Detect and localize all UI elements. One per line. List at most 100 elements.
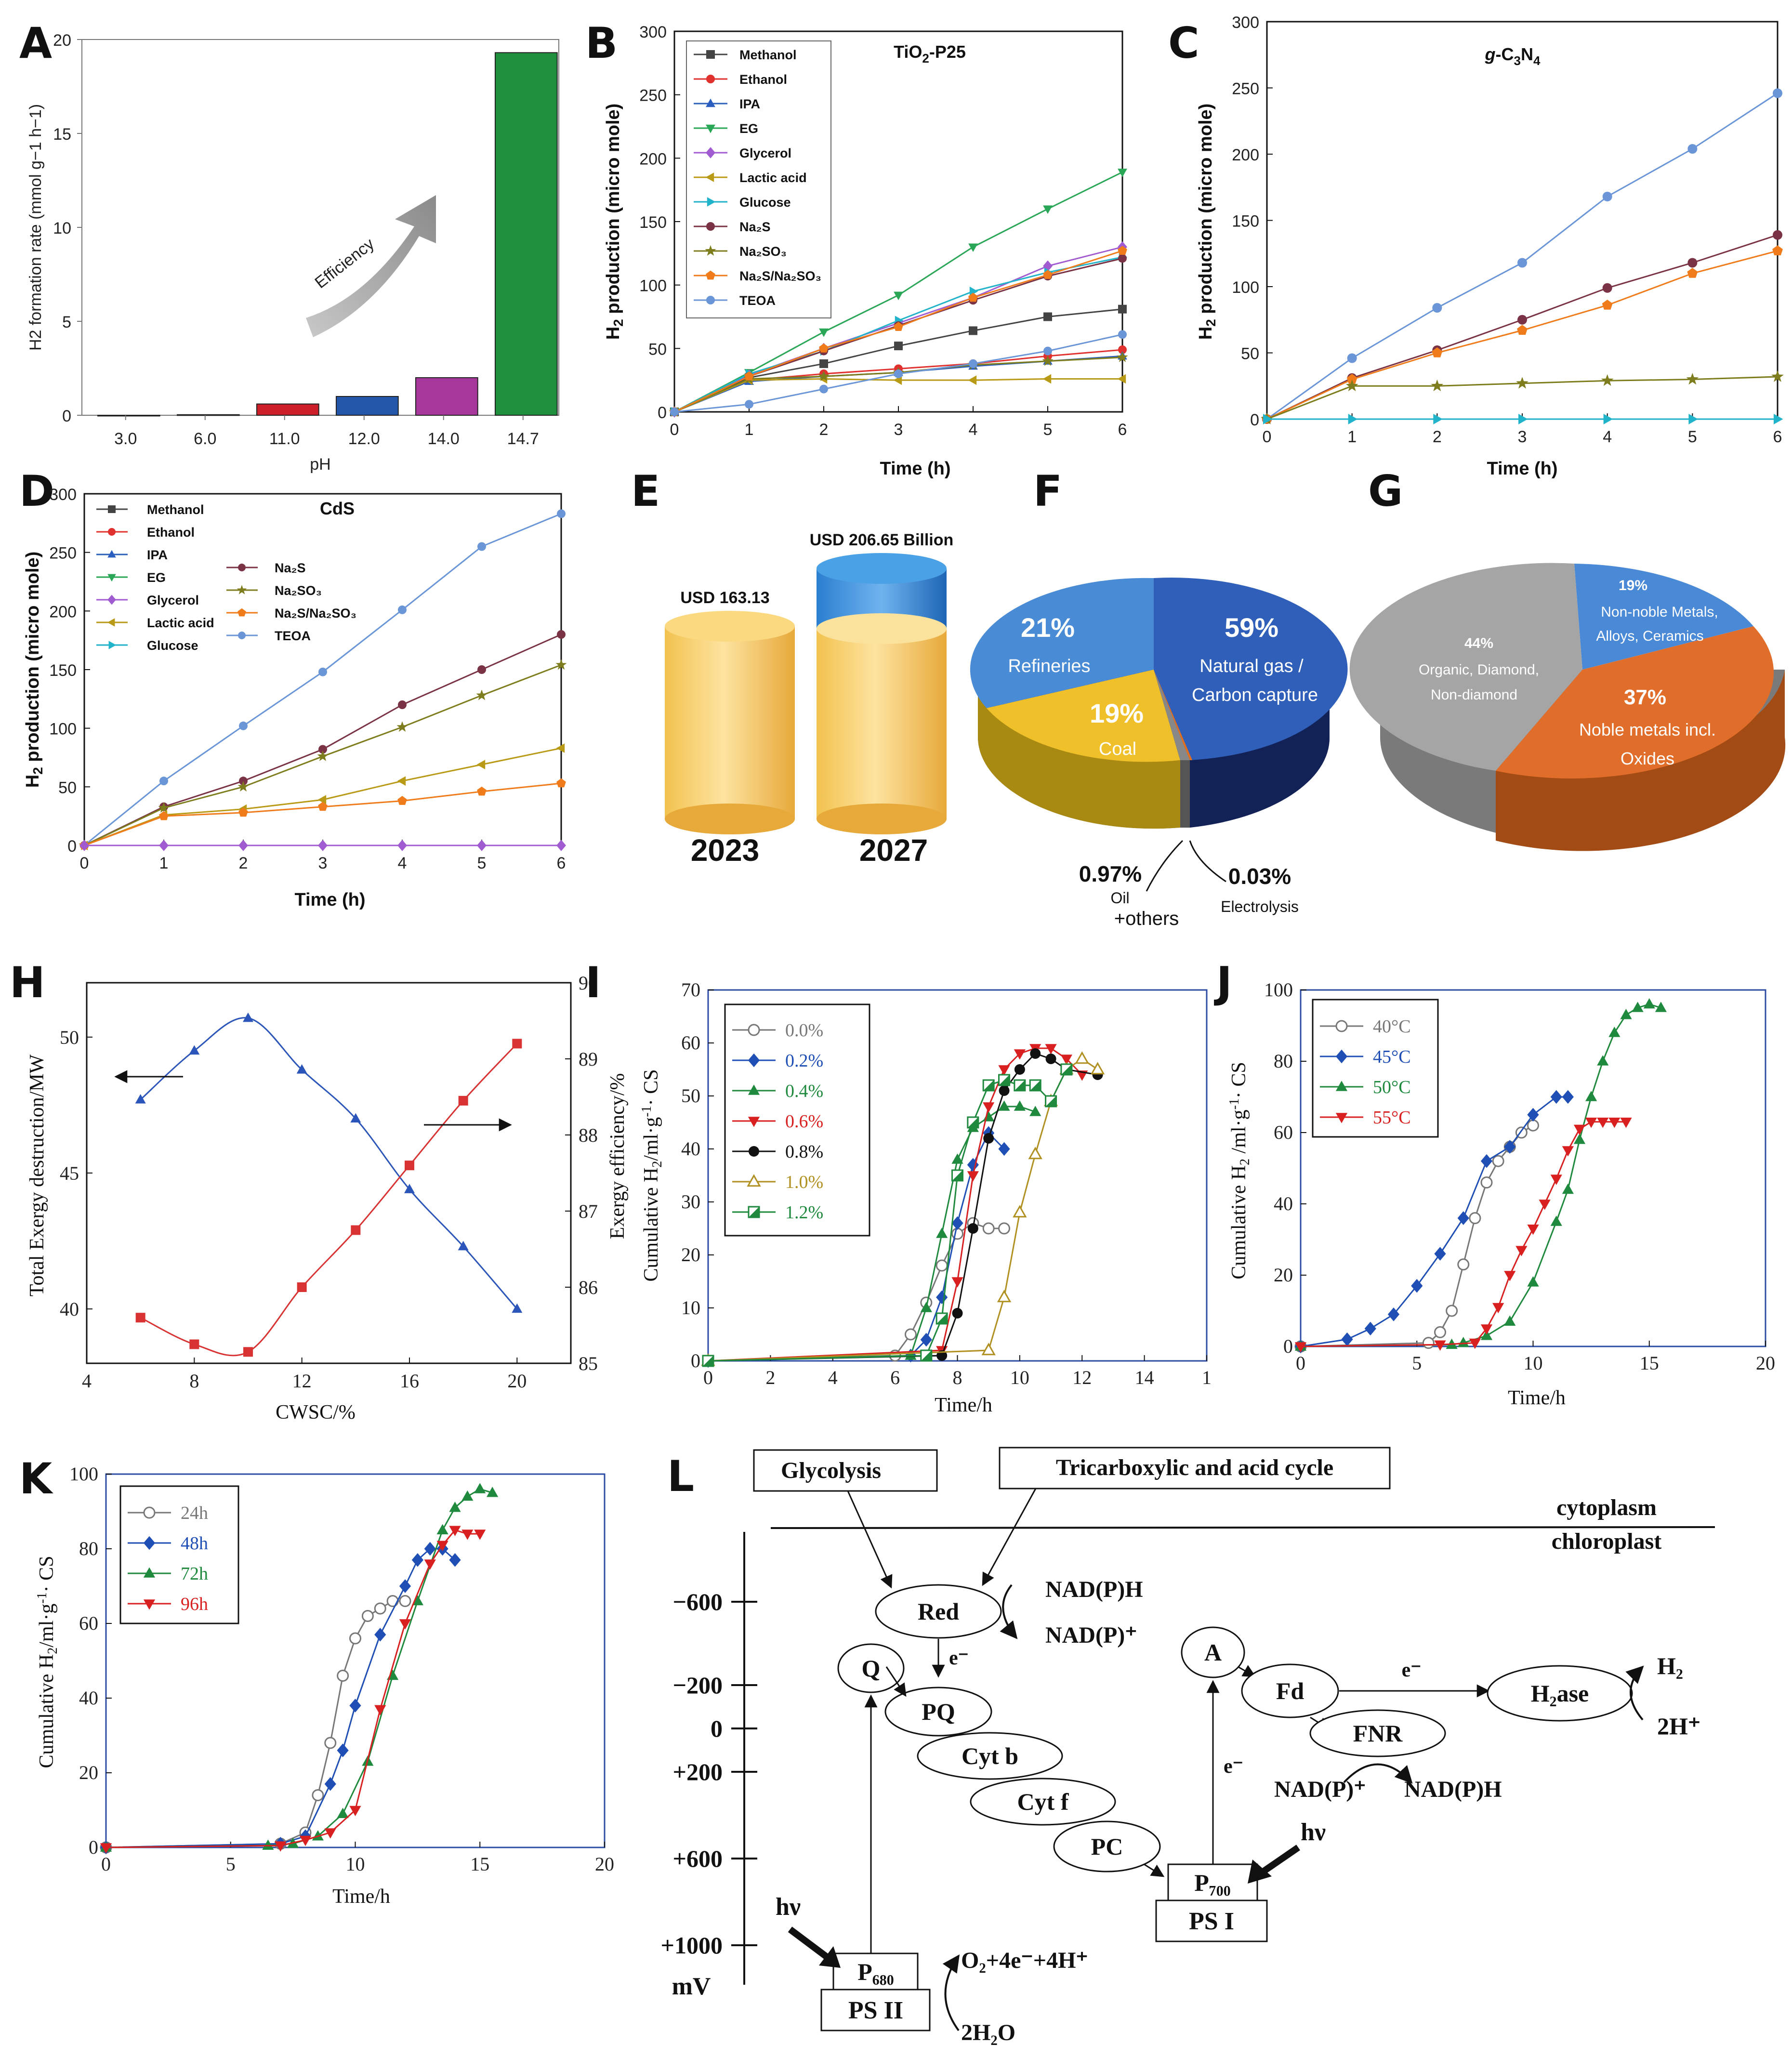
data-point [1550, 1174, 1562, 1185]
data-point [1028, 1147, 1042, 1160]
data-point [1608, 1027, 1621, 1037]
x-axis-label: CWSC/% [276, 1401, 356, 1424]
data-point-fill [921, 1350, 932, 1361]
year-2027: 2027 [859, 833, 928, 868]
data-point [238, 807, 248, 817]
data-point [318, 667, 327, 676]
plot-area: 0 5 10 15 20 0 20 40 60 80 100 [1264, 979, 1775, 1374]
data-point [1432, 347, 1443, 357]
twoh-label: 2H⁺ [1657, 1713, 1700, 1740]
x-axis-label: Time (h) [294, 890, 365, 910]
data-point [1562, 1146, 1574, 1157]
legend-marker [706, 270, 715, 280]
cylinder-top [817, 613, 947, 644]
cylinder-base [817, 804, 947, 834]
legend-marker [1335, 1049, 1348, 1064]
data-point [1348, 414, 1358, 424]
data-point [512, 1303, 523, 1313]
bar-ph-14.7 [495, 52, 558, 416]
y-axis-label: H2 formation rate (mmol g−1 h−1) [26, 104, 45, 351]
y-ticks: 0 5 10 15 20 [53, 31, 82, 425]
x-tick-label: 8 [953, 1367, 962, 1388]
y2-axis-label: Exergy efficiency/% [606, 1073, 629, 1239]
x-ticks: 3.0 6.0 11.0 12.0 14.0 14.7 [114, 415, 539, 448]
series-line-teoa [1266, 92, 1778, 420]
data-point [349, 1806, 361, 1817]
q-node [837, 1643, 905, 1693]
tca-label: Tricarboxylic and acid cycle [1056, 1455, 1333, 1480]
data-point [424, 1542, 436, 1556]
data-point [374, 1602, 386, 1615]
hv-label-2: hν [1301, 1819, 1326, 1846]
data-point [1118, 246, 1127, 255]
legend-label: Na₂S [739, 220, 771, 234]
legend-marker [1335, 1113, 1348, 1123]
x-axis-label: Time/h [332, 1886, 390, 1908]
legend-label: Ethanol [147, 525, 195, 540]
y2-tick-label: 87 [579, 1200, 598, 1222]
data-point [1345, 379, 1358, 392]
plot-area: 0 1 2 3 4 5 6 0 50 100 150 200 250 300 [49, 486, 567, 872]
arrow-pc-p700 [1144, 1863, 1165, 1877]
data-point [1620, 1009, 1632, 1019]
y-tick-label: 150 [639, 213, 667, 232]
x-tick-label: 6 [1118, 421, 1127, 439]
data-point [135, 1313, 145, 1323]
x-tick-label: 0 [670, 421, 679, 439]
y-tick-label: 20 [681, 1244, 700, 1266]
panel-d: D 0 1 2 3 4 5 6 0 50 100 150 200 250 300 CdS Time (h)… [19, 466, 567, 910]
data-point [411, 1595, 423, 1606]
data-point [936, 1290, 948, 1305]
data-point [1043, 346, 1052, 356]
data-point [349, 1699, 361, 1713]
x-tick-label: 2 [819, 421, 829, 439]
data-point [239, 721, 248, 730]
water-split-arrow [942, 1954, 960, 2031]
data-point [1573, 1134, 1586, 1144]
y-tick-label: 60 [1274, 1121, 1293, 1143]
legend-label: 96h [181, 1594, 208, 1614]
potential-tick-label: +1000 [661, 1932, 723, 1959]
data-point [1492, 1155, 1504, 1167]
y-tick-label: 0 [62, 407, 71, 425]
data-point [920, 1332, 932, 1347]
legend-label: 48h [181, 1533, 208, 1554]
legend-marker [748, 1024, 760, 1036]
legend-marker [706, 147, 715, 158]
panel-label: G [1368, 466, 1403, 516]
legend-marker [107, 594, 116, 605]
leader-oil [1146, 840, 1184, 892]
q-label: Q [862, 1655, 881, 1682]
x-tick-label: 6.0 [194, 430, 216, 448]
arrow-glycolysis-red [847, 1490, 893, 1589]
data-point [1118, 345, 1127, 354]
data-point [1602, 192, 1612, 201]
data-point [275, 1841, 287, 1852]
data-point [399, 1579, 411, 1593]
data-point [819, 328, 829, 337]
data-point [1772, 245, 1783, 256]
data-point [936, 1227, 948, 1238]
data-point [1432, 303, 1442, 313]
data-point [1422, 1337, 1435, 1349]
pct-organic: 44% [1464, 635, 1493, 651]
panel-a: A 0 5 10 15 20 3.0 6.0 11.0 12.0 14.0 14.7 pH H2 … [19, 18, 559, 474]
cytb-label: Cyt b [962, 1742, 1018, 1769]
data-point [1117, 374, 1126, 384]
y-tick-label: 300 [49, 486, 77, 504]
label-non-noble-1: Non-noble Metals, [1601, 604, 1718, 620]
pie-side-orange [1496, 670, 1786, 851]
legend-marker [107, 550, 116, 558]
legend-marker [706, 296, 715, 304]
series-line-55-c [1300, 1121, 1626, 1347]
data-point [998, 1142, 1010, 1156]
legend-label: 24h [181, 1503, 208, 1523]
data-point [1043, 205, 1053, 214]
data-point [299, 1835, 312, 1846]
y-tick-label: 150 [1232, 212, 1259, 231]
y-tick-label: 0 [1250, 411, 1259, 429]
data-point [1601, 374, 1614, 386]
panel-label: K [19, 1454, 53, 1503]
data-point [997, 1290, 1012, 1303]
value-2023: USD 163.13 [680, 589, 769, 607]
